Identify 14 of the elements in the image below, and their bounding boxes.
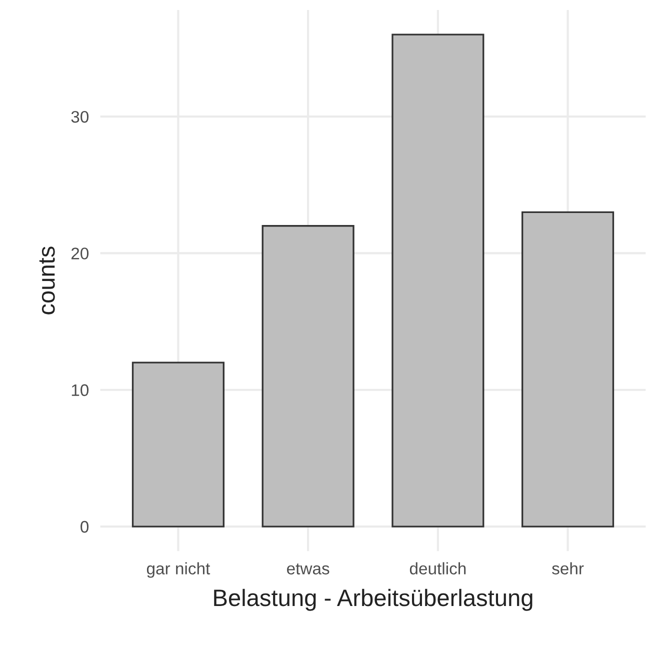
y-tick-label: 0	[80, 520, 89, 533]
y-tick-label: 30	[71, 110, 89, 123]
x-axis-title: Belastung - Arbeitsüberlastung	[214, 588, 532, 611]
bar	[392, 34, 484, 528]
y-tick-label: 20	[71, 248, 89, 260]
x-tick-label: deutlich	[410, 562, 466, 574]
y-axis-title: counts	[39, 246, 55, 314]
y-tick-label: 10	[72, 384, 89, 396]
x-tick-label: etwas	[287, 564, 330, 574]
x-tick-label: sehr	[552, 562, 584, 574]
bar	[262, 225, 354, 528]
bar	[522, 211, 614, 528]
bar	[132, 362, 224, 528]
x-tick-label: gar nicht	[146, 562, 210, 578]
